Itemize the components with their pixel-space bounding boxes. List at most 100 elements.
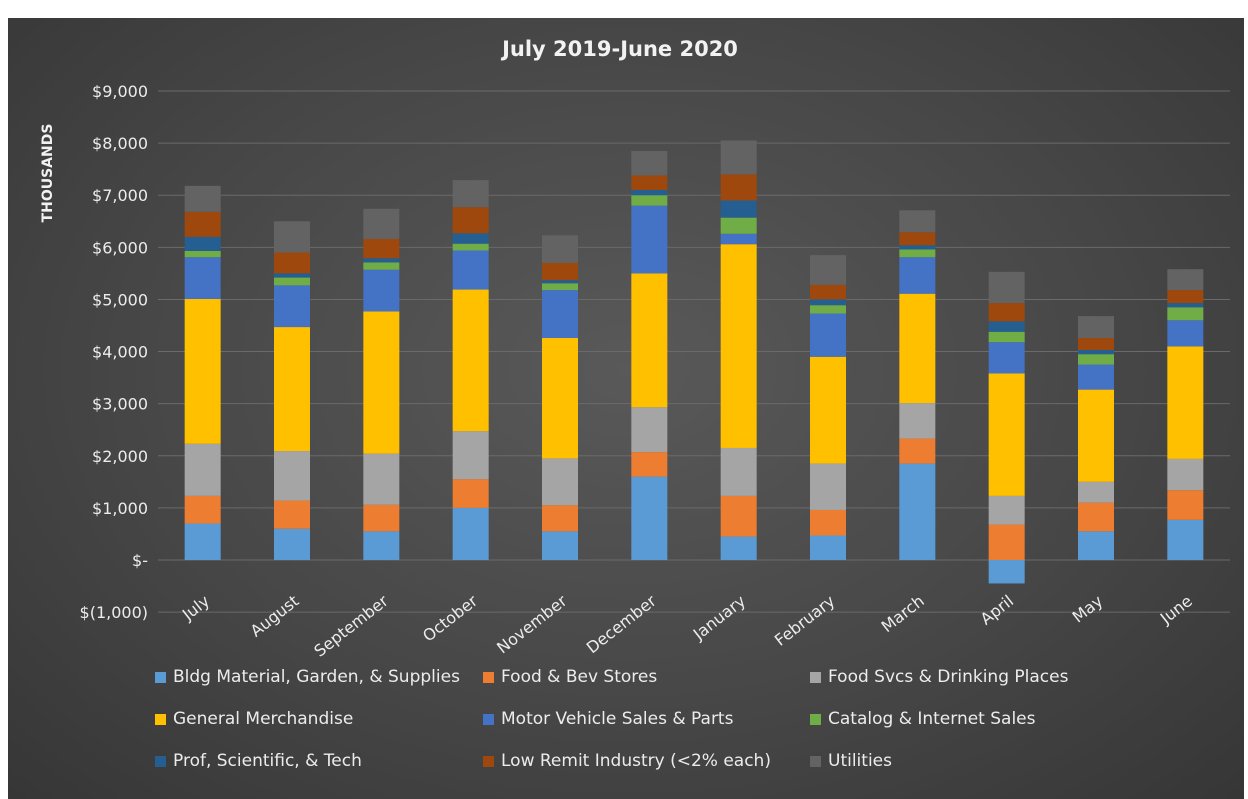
bar-segment bbox=[810, 299, 846, 306]
x-tick-label: February bbox=[771, 591, 839, 650]
bar-segment bbox=[184, 443, 221, 496]
bar-segment bbox=[274, 451, 310, 501]
bar-segment bbox=[720, 447, 757, 496]
bar-segment bbox=[274, 285, 310, 328]
bar-segment bbox=[899, 438, 936, 464]
bar-segment bbox=[452, 431, 489, 480]
bar-segment bbox=[274, 528, 310, 560]
y-tick-label: $(1,000) bbox=[80, 603, 148, 622]
bar-segment bbox=[452, 479, 489, 508]
bar-segment bbox=[631, 195, 668, 206]
bar-segment bbox=[1078, 389, 1114, 482]
bar-segment bbox=[631, 452, 668, 477]
bar-segment bbox=[988, 303, 1025, 322]
bar-segment bbox=[988, 342, 1025, 374]
bar-segment bbox=[184, 185, 221, 212]
bars bbox=[184, 140, 1204, 584]
bar-segment bbox=[452, 507, 489, 560]
x-tick-label: September bbox=[310, 591, 392, 661]
bar-segment bbox=[542, 290, 578, 339]
bar-segment bbox=[274, 252, 310, 274]
x-tick-label: April bbox=[977, 591, 1018, 628]
bar-segment bbox=[542, 505, 578, 532]
bar-segment bbox=[274, 277, 310, 286]
bar-segment bbox=[988, 524, 1025, 560]
bar-segment bbox=[1167, 490, 1204, 520]
bar-segment bbox=[810, 255, 846, 285]
bar-segment bbox=[720, 200, 757, 218]
y-tick-label: $9,000 bbox=[92, 82, 148, 101]
bar-segment bbox=[899, 245, 936, 250]
bar-segment bbox=[899, 257, 936, 294]
bar-segment bbox=[274, 273, 310, 278]
bar-segment bbox=[1167, 458, 1204, 491]
bar-segment bbox=[631, 150, 668, 176]
bar-segment bbox=[542, 531, 578, 560]
bar-segment bbox=[1078, 349, 1114, 355]
bar-segment bbox=[720, 217, 757, 234]
y-axis-title: THOUSANDS bbox=[40, 124, 56, 223]
bar-segment bbox=[631, 407, 668, 453]
bar-segment bbox=[1078, 338, 1114, 350]
y-tick-label: $5,000 bbox=[92, 290, 148, 309]
bar-segment bbox=[720, 536, 757, 560]
x-tick-label: November bbox=[493, 591, 571, 657]
x-tick-label: March bbox=[878, 591, 928, 636]
bar-segment bbox=[363, 311, 400, 454]
bar-segment bbox=[1078, 354, 1114, 365]
bar-segment bbox=[184, 523, 221, 560]
bar-segment bbox=[1167, 290, 1204, 304]
bar-segment bbox=[810, 356, 846, 464]
bar-segment bbox=[1167, 346, 1204, 459]
bar-segment bbox=[452, 180, 489, 208]
bar-segment bbox=[899, 232, 936, 246]
chart-panel: $(1,000) $- $1,000 $2,000 $3,000 $4,000 $5,000… bbox=[8, 18, 1244, 799]
bar-segment bbox=[631, 476, 668, 560]
bar-segment bbox=[988, 321, 1025, 332]
bar-segment bbox=[452, 250, 489, 290]
bar-segment bbox=[542, 280, 578, 284]
bar-segment bbox=[899, 403, 936, 439]
bar-segment bbox=[184, 236, 221, 251]
bar-segment bbox=[899, 293, 936, 404]
bar-segment bbox=[363, 531, 400, 560]
y-tick-label: $8,000 bbox=[92, 134, 148, 153]
y-tick-label: $4,000 bbox=[92, 343, 148, 362]
bar-segment bbox=[363, 208, 400, 239]
y-tick-label: $7,000 bbox=[92, 186, 148, 205]
bar-segment bbox=[720, 140, 757, 175]
bar-segment bbox=[542, 338, 578, 459]
bar-segment bbox=[988, 331, 1025, 343]
bar-segment bbox=[363, 269, 400, 312]
y-tick-label: $1,000 bbox=[92, 499, 148, 518]
bar-segment bbox=[363, 453, 400, 505]
bar-segment bbox=[363, 238, 400, 259]
bar-segment bbox=[542, 262, 578, 281]
x-tick-label: December bbox=[583, 591, 660, 657]
bar-segment bbox=[899, 210, 936, 233]
bar-segment bbox=[810, 305, 846, 314]
bar-segment bbox=[542, 235, 578, 263]
bar-segment bbox=[631, 273, 668, 408]
bar-segment bbox=[810, 284, 846, 300]
bar-segment bbox=[452, 233, 489, 244]
bar-segment bbox=[720, 495, 757, 537]
bar-segment bbox=[1167, 519, 1204, 560]
bar-segment bbox=[452, 289, 489, 432]
bar-segment bbox=[184, 211, 221, 237]
bar-segment bbox=[720, 244, 757, 448]
bar-segment bbox=[1078, 364, 1114, 390]
bar-segment bbox=[452, 207, 489, 234]
bar-segment bbox=[542, 283, 578, 291]
bar-segment bbox=[184, 298, 221, 444]
bar-segment bbox=[542, 458, 578, 506]
bar-segment bbox=[631, 175, 668, 191]
bar-segment bbox=[274, 327, 310, 452]
bar-segment bbox=[1078, 502, 1114, 532]
bar-segment bbox=[810, 313, 846, 357]
bar-segment bbox=[720, 233, 757, 245]
x-tick-label: January bbox=[689, 591, 749, 644]
bar-segment bbox=[810, 535, 846, 560]
bar-segment bbox=[899, 249, 936, 258]
y-tick-label: $2,000 bbox=[92, 447, 148, 466]
